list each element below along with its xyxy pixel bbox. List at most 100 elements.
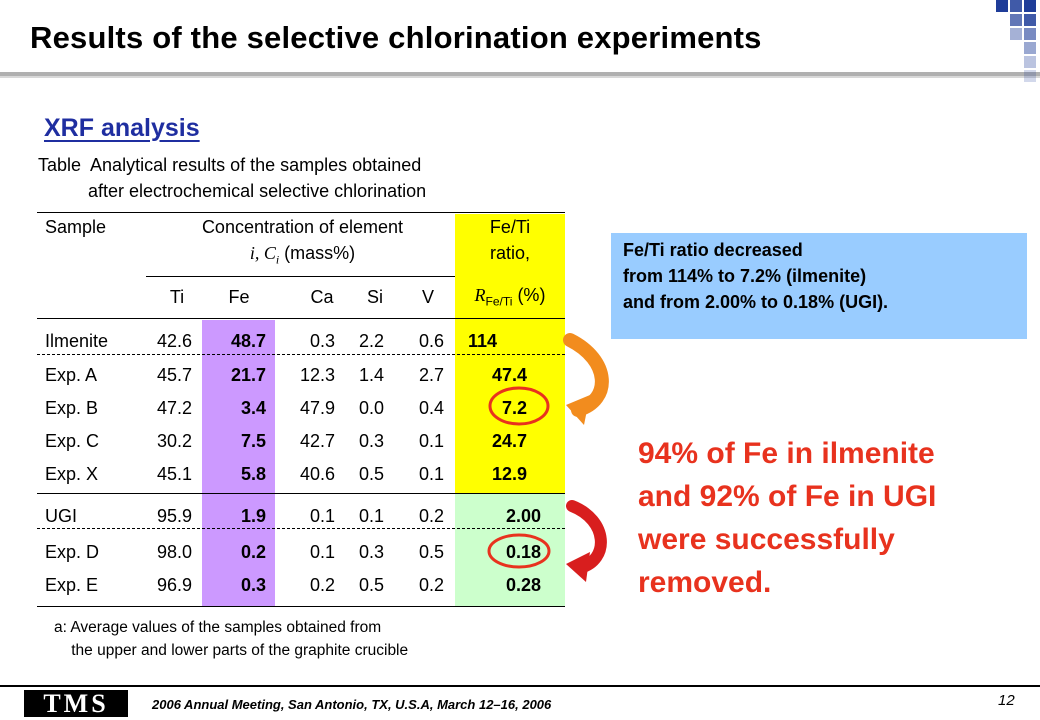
cell-ti: 45.7 (156, 365, 192, 385)
cell-ratio: 0.28 (505, 575, 541, 595)
cell-ti: 95.9 (156, 506, 192, 526)
tms-logo: TMS (24, 690, 128, 717)
table-footnote: a: Average values of the samples obtaine… (54, 619, 409, 659)
cell-ca: 0.1 (309, 506, 335, 526)
concentration-unit: (mass%) (279, 243, 356, 263)
title-divider (0, 72, 1040, 76)
summary-line-2: from 114% to 7.2% (ilmenite) (623, 266, 867, 286)
slide-title: Results of the selective chlorination ex… (30, 20, 762, 55)
cell-ca: 42.7 (299, 431, 335, 451)
fe-column-highlight-ilmenite (202, 320, 275, 494)
cell-fe: 0.2 (240, 542, 266, 562)
cell-sample: Exp. X (45, 464, 99, 484)
header-ratio: Fe/Ti (489, 217, 531, 237)
table-group-rule (37, 493, 565, 494)
header-concentration: Concentration of element (201, 217, 404, 237)
cell-si: 0.3 (358, 542, 384, 562)
summary-line-1: Fe/Ti ratio decreased (623, 240, 803, 260)
cell-v: 2.7 (418, 365, 444, 385)
cell-v: 0.6 (418, 331, 444, 351)
header-element-v: V (421, 287, 434, 307)
cell-sample: Ilmenite (45, 331, 109, 351)
cell-ti: 96.9 (156, 575, 192, 595)
conclusion-line-3: were successfully (638, 523, 895, 556)
footer-meeting: 2006 Annual Meeting, San Antonio, TX, U.… (152, 697, 552, 712)
cell-sample: Exp. A (45, 365, 98, 385)
ratio-column-ugi-highlight (455, 494, 565, 606)
conclusion-text: 94% of Fe in ilmenite and 92% of Fe in U… (638, 432, 936, 604)
cell-ratio: 24.7 (491, 431, 527, 451)
table-bottom-rule (37, 606, 565, 607)
cell-ca: 0.3 (309, 331, 335, 351)
cell-fe: 0.3 (240, 575, 266, 595)
cell-ti: 45.1 (156, 464, 192, 484)
header-sample: Sample (45, 217, 107, 237)
cell-si: 0.0 (358, 398, 384, 418)
highlight-circle-expb (488, 386, 550, 426)
cell-si: 1.4 (358, 365, 384, 385)
cell-sample: Exp. E (45, 575, 99, 595)
cell-fe: 7.5 (240, 431, 266, 451)
cell-ca: 12.3 (299, 365, 335, 385)
page-number: 12 (998, 692, 1015, 709)
cell-ratio: 0.18 (505, 542, 541, 562)
cell-ti: 98.0 (156, 542, 192, 562)
cell-sample: Exp. C (45, 431, 100, 451)
section-subtitle: XRF analysis (44, 114, 200, 142)
conclusion-line-4: removed. (638, 566, 772, 599)
concentration-subscript: i (275, 252, 280, 267)
cell-ti: 47.2 (156, 398, 192, 418)
table-subheader-rule (146, 276, 455, 277)
footer-rule (0, 685, 1040, 687)
arrow-red-head (566, 552, 590, 582)
cell-si: 0.1 (358, 506, 384, 526)
corner-decoration (996, 0, 1040, 95)
header-ratio-label: ratio, (489, 243, 531, 263)
cell-ca: 0.2 (309, 575, 335, 595)
cell-ratio: 12.9 (491, 464, 527, 484)
cell-ti: 42.6 (156, 331, 192, 351)
cell-si: 0.3 (358, 431, 384, 451)
table-ilmenite-divider (37, 354, 565, 355)
cell-v: 0.1 (418, 464, 444, 484)
ratio-subscript: Fe/Ti (485, 294, 513, 309)
cell-fe: 3.4 (240, 398, 266, 418)
header-element-ti: Ti (169, 287, 185, 307)
cell-sample: Exp. D (45, 542, 100, 562)
cell-sample: Exp. B (45, 398, 99, 418)
summary-line-3: and from 2.00% to 0.18% (UGI). (623, 292, 889, 312)
conclusion-line-1: 94% of Fe in ilmenite (638, 437, 935, 470)
cell-si: 0.5 (358, 464, 384, 484)
title-divider-shadow (0, 76, 1040, 78)
table-ugi-divider (37, 528, 565, 529)
cell-fe: 1.9 (240, 506, 266, 526)
cell-ratio: 47.4 (491, 365, 527, 385)
cell-v: 0.5 (418, 542, 444, 562)
table-header-rule (37, 318, 565, 319)
header-element-ca: Ca (310, 287, 334, 307)
cell-ca: 47.9 (299, 398, 335, 418)
header-element-si: Si (366, 287, 383, 307)
cell-fe: 21.7 (230, 365, 266, 385)
cell-fe: 5.8 (240, 464, 266, 484)
cell-si: 0.5 (358, 575, 384, 595)
fe-column-highlight-ugi (202, 494, 275, 606)
conclusion-line-2: and 92% of Fe in UGI (638, 480, 937, 513)
highlight-circle-expd (487, 533, 551, 569)
cell-ca: 0.1 (309, 542, 335, 562)
cell-ratio: 2.00 (505, 506, 541, 526)
header-element-fe: Fe (228, 287, 250, 307)
table-top-rule (37, 212, 565, 213)
table-caption: Table Analytical results of the samples … (38, 155, 427, 201)
cell-ratio: 7.2 (501, 398, 527, 418)
cell-ratio: 114 (468, 331, 498, 351)
arrow-orange-head (566, 395, 590, 425)
ratio-variable: R (474, 285, 486, 305)
header-ratio-symbol: RFe/Ti (%) (455, 284, 565, 313)
ratio-unit: (%) (512, 285, 546, 305)
cell-v: 0.1 (418, 431, 444, 451)
cell-v: 0.2 (418, 506, 444, 526)
cell-ca: 40.6 (299, 464, 335, 484)
